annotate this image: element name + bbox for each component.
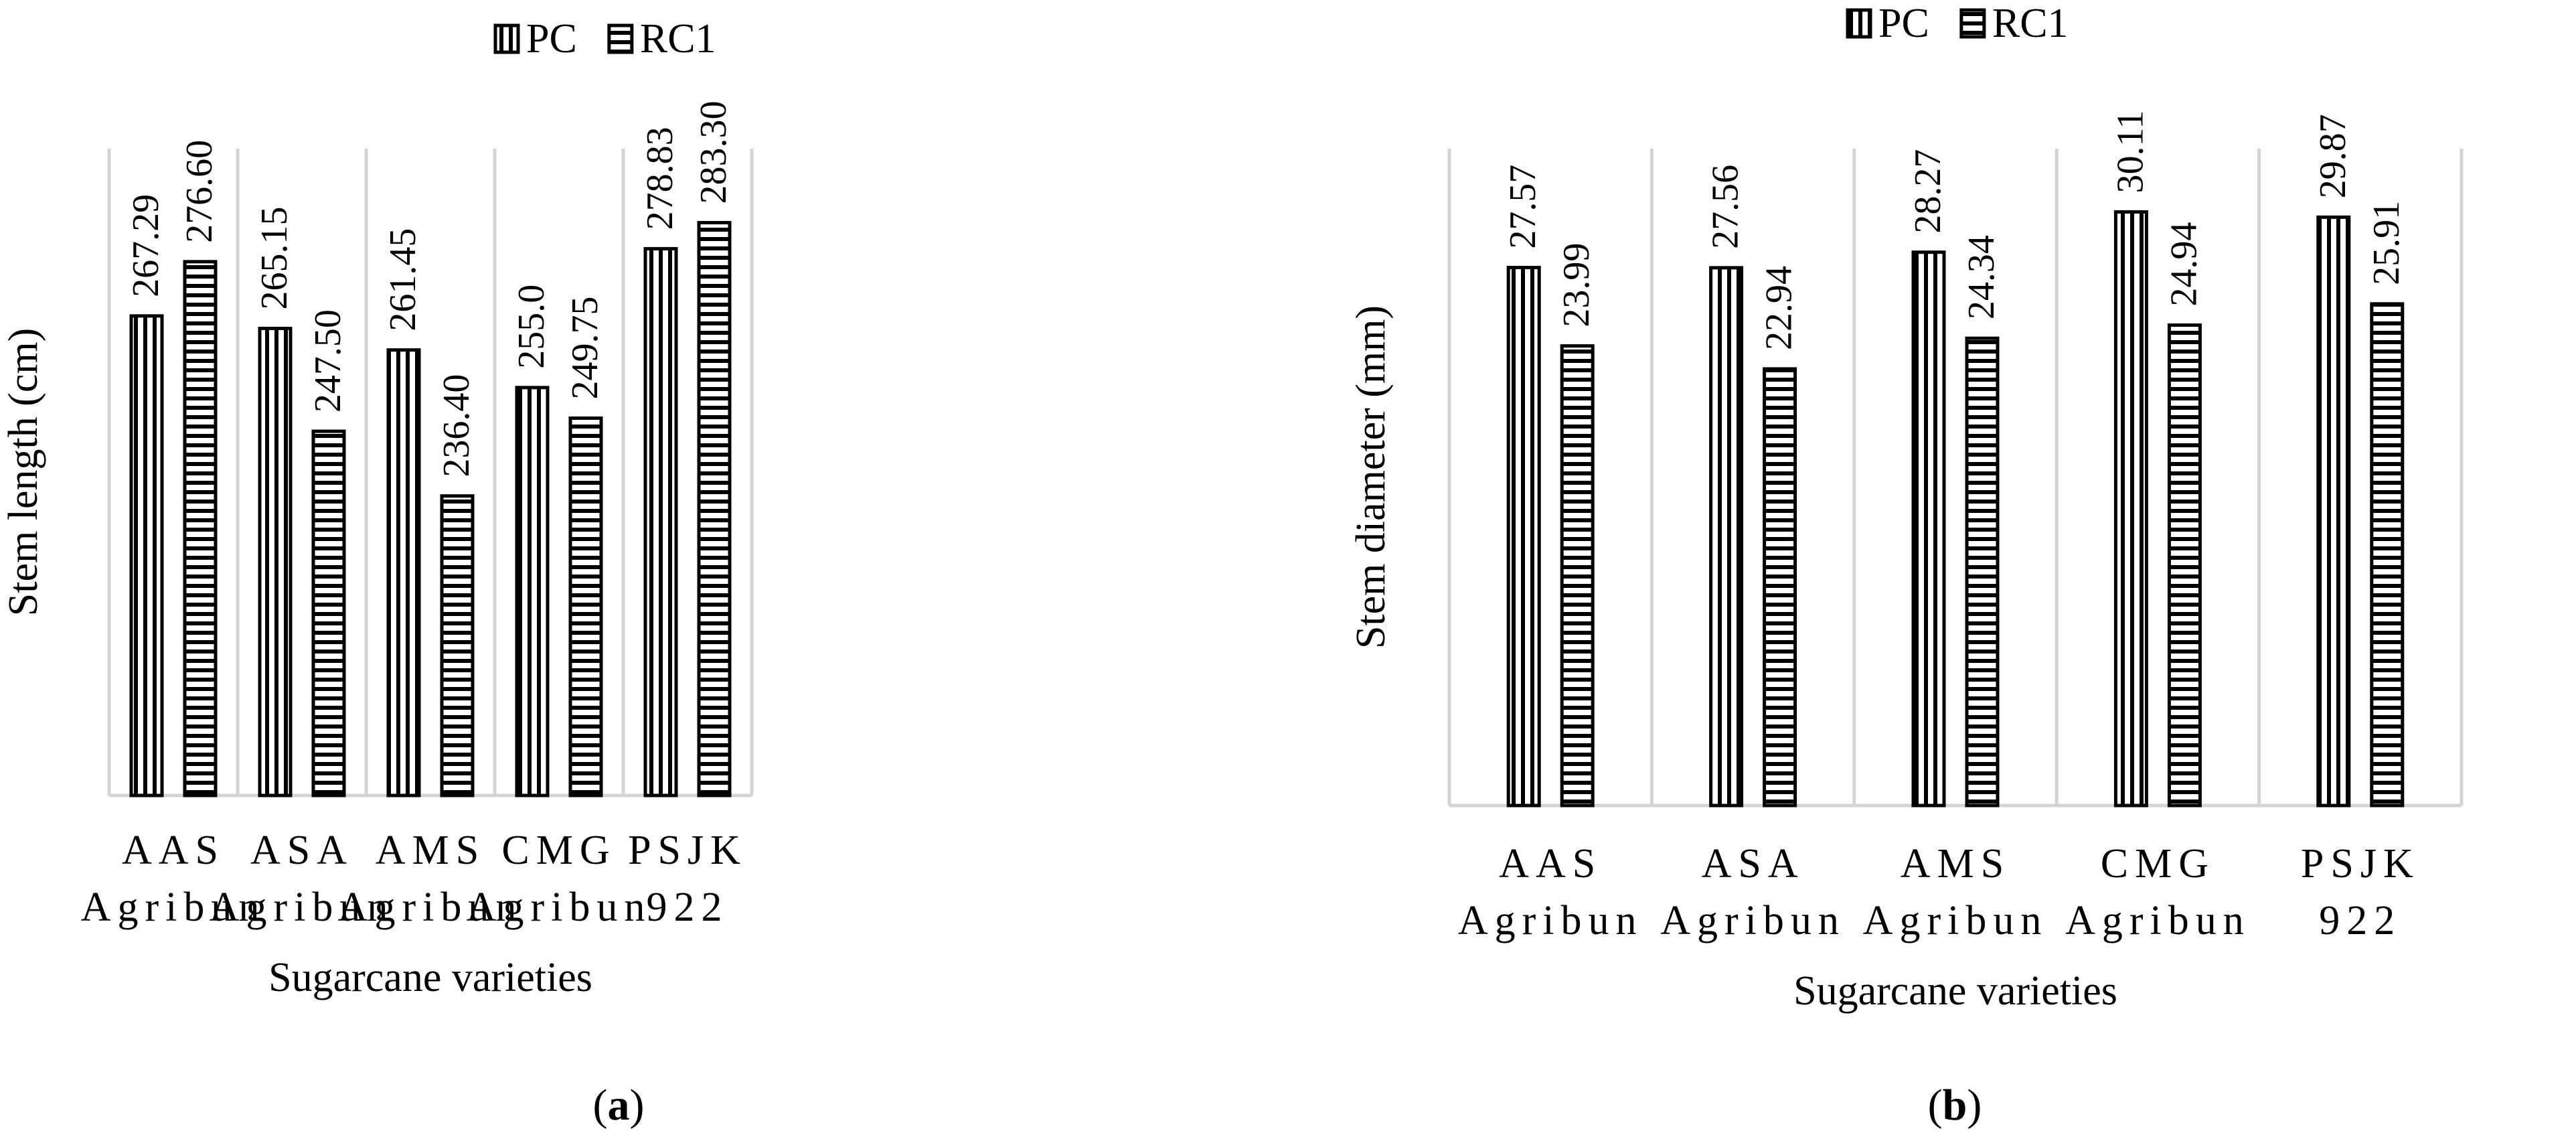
chart-a-tick-label: Agribun	[81, 885, 266, 930]
chart-b-bar-pc-ams	[1911, 250, 1946, 808]
chart-a-x-axis-title: Sugarcane varieties	[268, 955, 592, 1000]
chart-b-tick-label: AAS	[1499, 841, 1602, 887]
chart-a-bar-rc1-cmg	[568, 416, 603, 797]
chart-b-bar-pc-psjk	[2316, 215, 2351, 808]
chart-a-data-label: 236.40	[436, 374, 477, 477]
chart-a-tick-label: 922	[647, 885, 729, 930]
chart-a-bar-pc-psjk	[643, 246, 678, 797]
chart-b-bar-pc-cmg	[2113, 210, 2148, 808]
chart-a-data-label: 278.83	[639, 127, 681, 230]
panel-b-label: b	[1943, 1081, 1967, 1130]
chart-b-tick-label: Agribun	[2065, 898, 2251, 943]
chart-b-bar-pc-asa	[1709, 266, 1744, 808]
chart-b-bar-rc1-cmg	[2167, 323, 2202, 808]
chart-b-stem-diameter: 27.57 23.99 AAS Agribun 27.56 22.94 ASA Agribun…	[1348, 1, 2464, 1014]
chart-a-legend-swatch-pc	[493, 23, 520, 54]
chart-a-bar-rc1-aas	[183, 260, 218, 797]
panel-b-caption: (b)	[1928, 1081, 1982, 1130]
chart-b-bar-rc1-asa	[1763, 367, 1797, 808]
chart-a-bar-pc-cmg	[515, 386, 550, 797]
chart-a-tick-label: CMG	[501, 828, 616, 873]
chart-b-bar-rc1-psjk	[2370, 302, 2405, 808]
chart-b-bar-rc1-ams	[1965, 336, 2000, 808]
chart-a-stem-length: 267.29 276.60 AAS Agribun 265.15 247.50 ASA Agr…	[1, 16, 754, 1000]
chart-b-data-label: 27.56	[1705, 165, 1747, 249]
chart-a-legend-label-pc: PC	[526, 16, 577, 62]
chart-b-tick-label: Agribun	[1660, 898, 1846, 943]
chart-b-legend-swatch-rc1	[1959, 8, 1986, 39]
chart-b-tick-label: AMS	[1901, 841, 2010, 887]
chart-b-data-label: 23.99	[1556, 243, 1597, 327]
chart-a-legend-label-rc1: RC1	[640, 16, 716, 62]
chart-b-data-label: 30.11	[2109, 110, 2151, 194]
chart-a-data-label: 283.30	[693, 101, 734, 204]
chart-b-data-label: 24.94	[2163, 222, 2204, 307]
chart-a-data-label: 255.0	[511, 285, 552, 369]
chart-a-legend-swatch-rc1	[607, 23, 634, 54]
panel-a-caption: (a)	[593, 1081, 645, 1130]
chart-a-tick-label: Agribun	[467, 885, 652, 930]
chart-b-legend-label-pc: PC	[1878, 1, 1929, 46]
chart-b-tick-label: 922	[2319, 898, 2401, 943]
panel-a-label: a	[608, 1081, 630, 1130]
chart-a-tick-label: AAS	[122, 828, 225, 873]
chart-b-bar-rc1-aas	[1560, 344, 1595, 808]
chart-b-data-label: 29.87	[2312, 114, 2354, 198]
chart-a-data-label: 276.60	[179, 140, 220, 243]
chart-a-bar-pc-aas	[129, 314, 164, 797]
chart-a-tick-label: Agribun	[338, 885, 524, 930]
chart-b-data-label: 22.94	[1759, 266, 1800, 350]
chart-b-data-label: 27.57	[1502, 165, 1544, 249]
chart-a-tick-label: Agribun	[210, 885, 395, 930]
chart-a-data-label: 265.15	[254, 206, 295, 309]
chart-a-tick-label: ASA	[250, 828, 353, 873]
chart-b-tick-label: PSJK	[2301, 841, 2420, 887]
chart-a-y-axis-title: Stem length (cm)	[1, 328, 46, 616]
chart-a-bar-rc1-psjk	[697, 221, 732, 797]
chart-a-tick-label: PSJK	[628, 828, 747, 873]
chart-b-legend-label-rc1: RC1	[1992, 1, 2069, 46]
chart-a-data-label: 261.45	[382, 228, 424, 331]
chart-b-bar-pc-aas	[1506, 266, 1541, 808]
chart-a-bar-pc-asa	[258, 326, 293, 797]
chart-b-data-label: 24.34	[1961, 235, 2002, 319]
chart-b-tick-label: Agribun	[1458, 898, 1643, 943]
chart-a-bar-rc1-asa	[311, 429, 346, 797]
chart-a-data-label: 249.75	[564, 297, 606, 400]
chart-a-data-label: 267.29	[125, 194, 167, 297]
chart-b-tick-label: ASA	[1702, 841, 1805, 887]
chart-b-y-axis-title: Stem diameter (mm)	[1348, 305, 1394, 649]
chart-b-x-axis-title: Sugarcane varieties	[1793, 968, 2117, 1014]
chart-b-legend-swatch-pc	[1846, 8, 1872, 39]
chart-b-tick-label: Agribun	[1863, 898, 2048, 943]
chart-b-data-label: 25.91	[2366, 201, 2407, 285]
chart-a-bar-pc-ams	[386, 348, 421, 797]
chart-b-data-label: 28.27	[1907, 149, 1949, 234]
chart-a-data-label: 247.50	[307, 309, 349, 412]
chart-a-tick-label: AMS	[376, 828, 485, 873]
chart-a-bar-rc1-ams	[440, 494, 475, 797]
chart-b-tick-label: CMG	[2101, 841, 2215, 887]
